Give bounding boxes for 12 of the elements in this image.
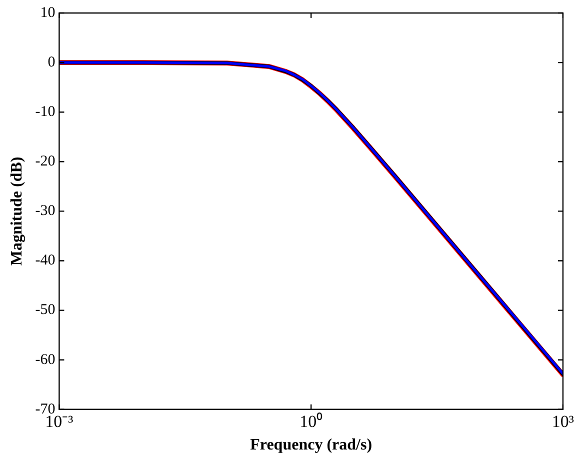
y-tick-label: -20 xyxy=(35,154,56,170)
x-axis-title: Frequency (rad/s) xyxy=(250,436,372,454)
y-tick-label: -30 xyxy=(35,203,56,220)
x-tick-label: 10⁰ xyxy=(300,412,323,432)
y-axis-title: Magnitude (dB) xyxy=(8,156,26,266)
y-tick-label: 10 xyxy=(40,4,56,21)
y-tick-label: -40 xyxy=(35,252,56,269)
y-tick-label: 0 xyxy=(48,54,56,70)
y-tick-label: -10 xyxy=(35,104,56,120)
y-tick-label: -60 xyxy=(35,352,56,368)
y-tick-label: -50 xyxy=(35,302,56,318)
x-tick-label: 10³ xyxy=(552,412,574,432)
